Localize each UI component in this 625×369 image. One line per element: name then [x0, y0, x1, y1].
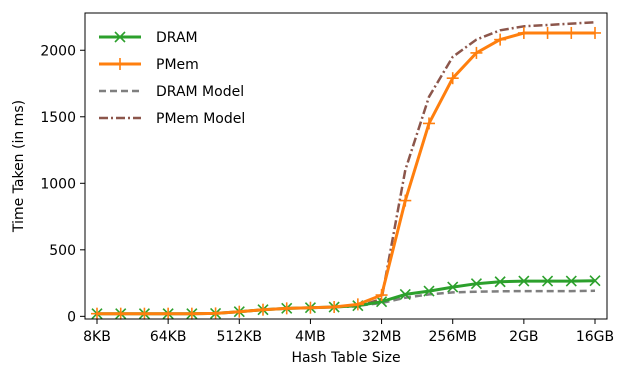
data-point: [446, 72, 459, 85]
x-tick-label: 32MB: [362, 329, 402, 345]
data-point: [351, 298, 364, 311]
data-point: [423, 117, 435, 130]
legend-label: DRAM: [156, 30, 198, 46]
data-point: [589, 26, 601, 39]
y-tick-label: 1500: [40, 110, 76, 126]
y-tick-label: 2000: [40, 43, 76, 59]
data-point: [470, 278, 482, 290]
x-tick-label: 4MB: [295, 329, 326, 345]
data-point: [565, 275, 577, 287]
data-point: [399, 288, 411, 300]
plot-frame: [84, 12, 608, 320]
y-tick-label: 0: [67, 309, 76, 325]
data-point: [280, 302, 293, 315]
legend: DRAM PMem DRAM Model PMem Model: [99, 30, 245, 127]
legend-label: PMem Model: [156, 111, 245, 127]
data-point: [209, 307, 222, 320]
y-tick-label: 500: [49, 243, 76, 259]
data-point: [517, 26, 530, 39]
x-tick-label: 2GB: [509, 329, 538, 345]
data-point: [257, 303, 269, 316]
data-point: [399, 194, 412, 207]
y-axis-label: Time Taken (in ms): [11, 100, 27, 233]
data-point: [185, 307, 198, 320]
x-tick-label: 256MB: [429, 329, 477, 345]
y-tick-label: 1000: [40, 176, 76, 192]
legend-entry: DRAM: [99, 30, 198, 46]
data-point: [304, 301, 317, 314]
data-point: [541, 26, 554, 39]
data-point: [375, 289, 388, 302]
x-axis-label: Hash Table Size: [291, 350, 400, 366]
x-tick-label: 64KB: [150, 329, 187, 345]
data-point: [518, 275, 530, 287]
data-point: [542, 275, 554, 287]
data-point: [494, 276, 506, 288]
data-point: [233, 305, 246, 318]
x-tick-label: 16GB: [576, 329, 614, 345]
data-point: [162, 307, 175, 320]
data-point: [328, 301, 341, 314]
x-tick-label: 8KB: [83, 329, 111, 345]
series-line: [97, 21, 596, 315]
legend-label: DRAM Model: [156, 84, 244, 100]
x-axis: 8KB 64KB 512KB 4MB 32MB 256MB 2GB 16GB: [83, 319, 614, 345]
x-tick-label: 512KB: [217, 329, 263, 345]
data-point: [494, 33, 507, 46]
plot-area: [91, 21, 601, 320]
legend-label: PMem: [156, 57, 199, 73]
data-point: [114, 307, 127, 320]
data-point: [138, 307, 151, 320]
legend-entry: DRAM Model: [99, 84, 244, 100]
data-point: [423, 285, 435, 297]
legend-entry: PMem Model: [99, 111, 245, 127]
data-point: [589, 275, 601, 287]
data-point: [565, 26, 578, 39]
data-point: [447, 281, 459, 293]
data-point: [376, 296, 388, 308]
series-line: [97, 31, 595, 316]
legend-entry: PMem: [99, 57, 199, 73]
y-axis: 0 500 1000 1500 2000: [40, 43, 85, 325]
data-point: [91, 307, 103, 320]
data-point: [470, 46, 483, 59]
